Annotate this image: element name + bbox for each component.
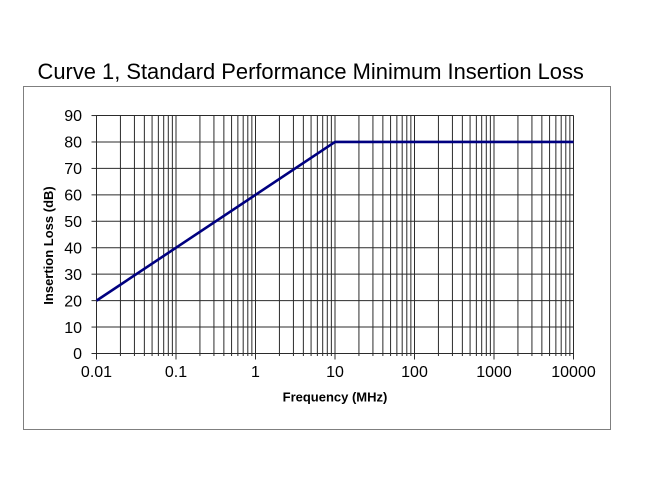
svg-text:40: 40 (64, 240, 82, 257)
svg-text:0.01: 0.01 (81, 364, 112, 381)
svg-text:Insertion Loss (dB): Insertion Loss (dB) (41, 186, 56, 304)
svg-text:Frequency (MHz): Frequency (MHz) (283, 390, 388, 405)
svg-text:30: 30 (64, 267, 82, 284)
svg-text:100: 100 (401, 364, 428, 381)
svg-text:60: 60 (64, 188, 82, 205)
svg-text:70: 70 (64, 161, 82, 178)
svg-text:20: 20 (64, 293, 82, 310)
svg-text:10: 10 (64, 320, 82, 337)
svg-text:1000: 1000 (476, 364, 512, 381)
svg-text:Curve 1, Standard Performance: Curve 1, Standard Performance Minimum In… (38, 59, 584, 84)
svg-text:0.1: 0.1 (165, 364, 187, 381)
svg-text:1: 1 (251, 364, 260, 381)
svg-text:80: 80 (64, 135, 82, 152)
svg-text:10: 10 (326, 364, 344, 381)
svg-text:10000: 10000 (551, 364, 596, 381)
svg-text:0: 0 (73, 346, 82, 363)
svg-text:50: 50 (64, 214, 82, 231)
svg-text:90: 90 (64, 108, 82, 125)
